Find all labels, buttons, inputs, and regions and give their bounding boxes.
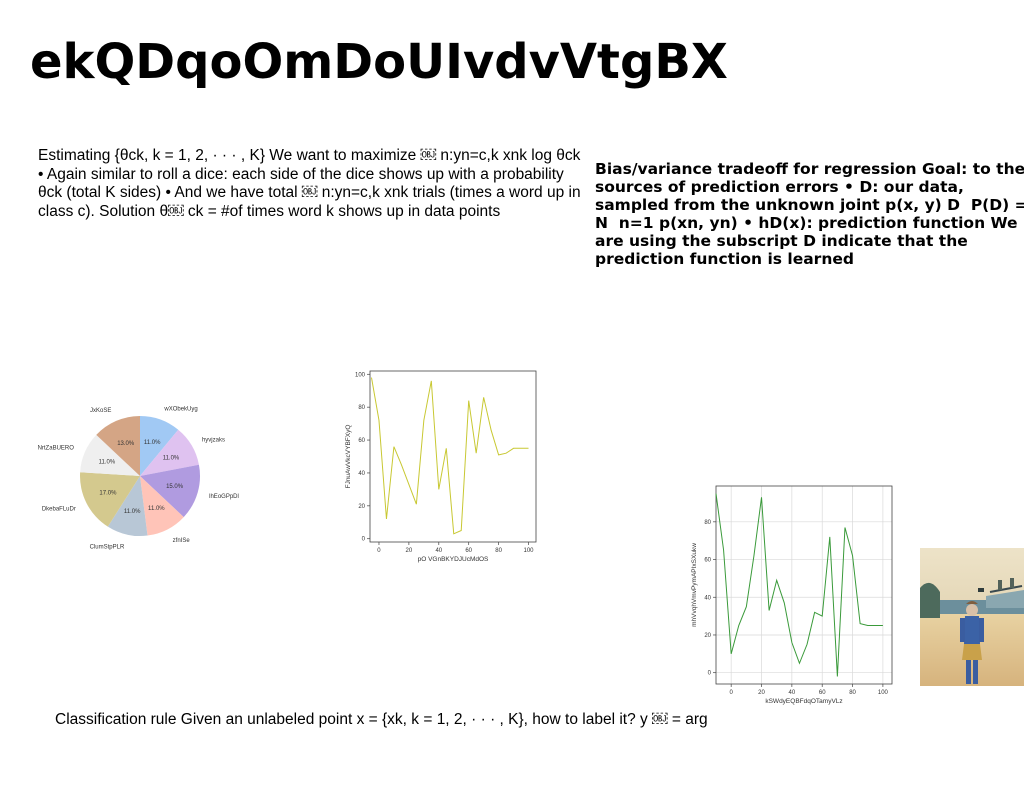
y-tick-label: 20 xyxy=(358,504,365,510)
x-axis-label: pO VGnBKYDJUcMdOS xyxy=(418,556,489,563)
pie-value-label: 11.0% xyxy=(124,509,141,515)
pie-chart: 11.0% wXObekUyg 11.0% hyvjzaks 15.0% lhEoGPpD… xyxy=(38,406,239,550)
y-tick-label: 80 xyxy=(358,405,365,411)
x-tick-label: 0 xyxy=(730,690,734,696)
y-tick-label: 0 xyxy=(708,671,712,677)
x-tick-label: 0 xyxy=(377,548,381,554)
pie-slice xyxy=(107,476,148,536)
pie-value-label: 11.0% xyxy=(99,460,116,466)
pie-slice xyxy=(140,476,184,536)
pie-slice xyxy=(140,416,179,476)
pie-value-label: 13.0% xyxy=(117,441,135,447)
y-tick-label: 40 xyxy=(704,595,711,601)
pie-slice xyxy=(140,429,199,476)
y-tick-label: 40 xyxy=(358,471,365,477)
x-axis-label: kSWdyEQBFdqOTamyVLz xyxy=(765,698,842,705)
left-paragraph: Estimating {θck, k = 1, 2, · · · , K} We… xyxy=(38,147,581,220)
plot-frame xyxy=(715,485,893,685)
pie-category-label: wXObekUyg xyxy=(163,406,197,412)
pie-value-label: 17.0% xyxy=(99,490,117,496)
y-tick-label: 0 xyxy=(362,537,366,543)
y-tick-label: 100 xyxy=(355,372,366,378)
pie-category-label: JxKoSE xyxy=(90,408,111,414)
x-tick-label: 20 xyxy=(758,690,765,696)
slide-title: ekQDqoOmDoUIvdvVtgBX xyxy=(30,34,728,90)
pie-slice xyxy=(96,416,140,476)
x-tick-label: 80 xyxy=(495,548,502,554)
series-line xyxy=(371,377,529,535)
y-tick-label: 60 xyxy=(704,558,711,564)
bottom-paragraph: Classification rule Given an unlabeled p… xyxy=(55,711,708,728)
right-paragraph: Bias/variance tradeoff for regression Go… xyxy=(595,160,1024,268)
pie-category-label: DkebaFLuDr xyxy=(42,507,76,513)
line-chart-1: 0 20 40 60 80 100 0 20 40 60 80 100 pO VGnBKYDJUcMdO… xyxy=(345,370,537,563)
x-tick-label: 100 xyxy=(524,548,535,554)
pie-category-label: ClumStpPLR xyxy=(90,544,125,550)
pie-slice xyxy=(140,464,201,518)
line-chart-2: 0 20 40 60 80 100 0 20 40 60 80 kSWdyEQBFdqOTamyVLz… xyxy=(691,485,893,705)
beach-photo xyxy=(920,548,1024,686)
y-axis-label: mhVvqhVmvPymAPIxSXukw xyxy=(691,543,698,627)
pie-category-label: NrtZaBUERO xyxy=(38,445,75,451)
x-tick-label: 20 xyxy=(406,548,413,554)
pie-slice xyxy=(80,472,140,527)
x-tick-label: 60 xyxy=(465,548,472,554)
y-tick-label: 60 xyxy=(358,438,365,444)
pie-category-label: zfnISe xyxy=(173,538,191,544)
y-tick-label: 20 xyxy=(704,633,711,639)
x-tick-label: 40 xyxy=(789,690,796,696)
pie-value-label: 15.0% xyxy=(166,484,184,490)
plot-frame xyxy=(369,370,537,543)
x-tick-label: 60 xyxy=(819,690,826,696)
y-axis-label: FJnuAwVkcVYBFXyQ xyxy=(345,425,352,489)
x-tick-label: 40 xyxy=(435,548,442,554)
series-line xyxy=(715,493,883,677)
pie-value-label: 11.0% xyxy=(163,456,180,462)
beach-photo-image xyxy=(920,548,1024,686)
x-tick-label: 80 xyxy=(849,690,856,696)
y-tick-label: 80 xyxy=(704,520,711,526)
pie-category-label: hyvjzaks xyxy=(202,437,225,443)
pie-value-label: 11.0% xyxy=(148,506,165,512)
pie-category-label: lhEoGPpDl xyxy=(209,494,239,500)
pie-slice xyxy=(80,434,140,476)
pie-value-label: 11.0% xyxy=(144,440,161,446)
x-tick-label: 100 xyxy=(878,690,889,696)
